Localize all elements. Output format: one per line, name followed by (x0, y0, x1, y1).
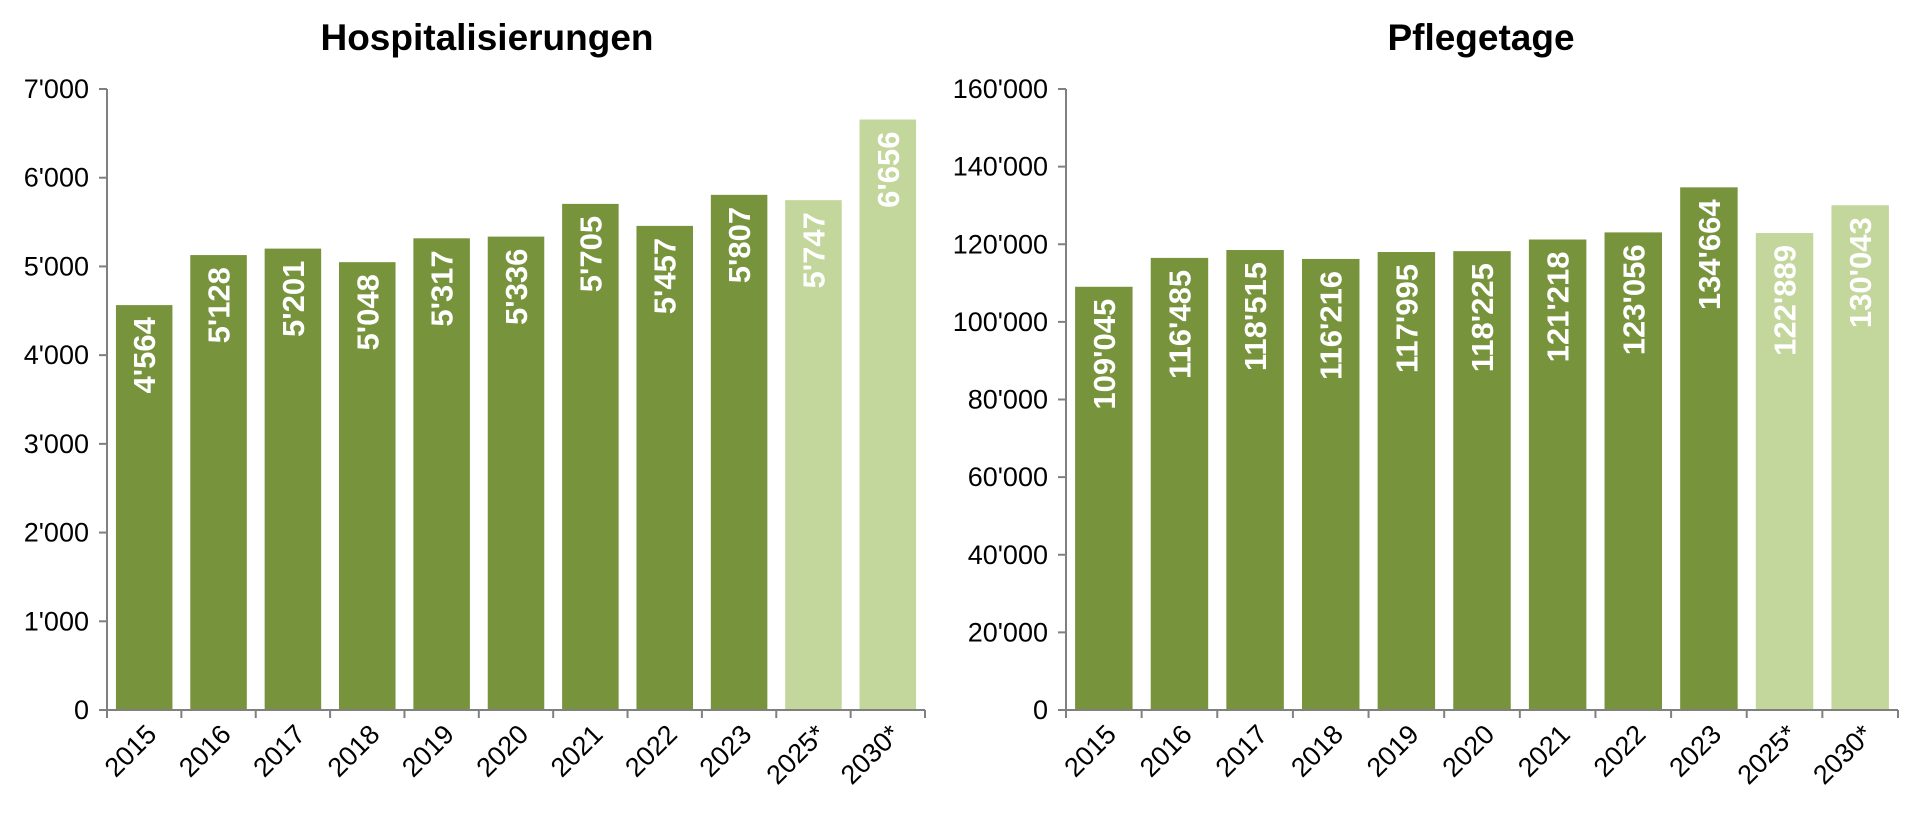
x-category-label: 2030* (1807, 719, 1878, 790)
bar-2023 (710, 194, 768, 711)
bar-value-label: 4'564 (127, 316, 162, 393)
bar-2025-forecast (1755, 233, 1814, 711)
bar-value-label: 118'515 (1238, 262, 1273, 371)
bar-value-label: 123'056 (1616, 244, 1651, 355)
y-tick-label: 3'000 (24, 429, 89, 459)
x-category-label: 2018 (1285, 719, 1349, 783)
bar-value-label: 5'317 (425, 250, 460, 326)
bar-value-label: 116'216 (1314, 271, 1349, 380)
y-tick-label: 20'000 (968, 617, 1048, 647)
chart-title: Hospitalisierungen (320, 17, 653, 58)
y-tick-label: 40'000 (968, 540, 1048, 570)
hospitalisierungen-chart: Hospitalisierungen 4'564 5'128 5'201 5'048 5'… (24, 17, 926, 790)
x-category-label: 2017 (1210, 719, 1274, 783)
x-category-label: 2021 (545, 719, 609, 783)
bar-2018 (1301, 258, 1360, 710)
bar-value-label: 5'128 (202, 267, 237, 343)
y-tick-label: 4'000 (24, 340, 89, 370)
bar-2017 (1226, 250, 1284, 710)
x-category-label: 2017 (247, 719, 311, 783)
y-tick-label: 7'000 (24, 74, 89, 104)
bar-value-label: 5'807 (722, 207, 757, 283)
bar-2020 (487, 236, 545, 710)
bar-2015 (115, 305, 173, 710)
y-tick-label: 1'000 (24, 606, 89, 636)
bar-value-label: 5'457 (648, 238, 683, 314)
bar-value-label: 122'889 (1768, 245, 1803, 356)
bar-2030-forecast (1831, 205, 1889, 710)
y-tick-label: 6'000 (24, 163, 89, 193)
x-category-label: 2016 (1134, 719, 1198, 783)
x-category-label: 2015 (1058, 719, 1122, 783)
chart-title: Pflegetage (1387, 17, 1574, 58)
x-category-label: 2023 (1663, 719, 1727, 783)
bar-value-label: 5'048 (350, 274, 385, 350)
bar-2023 (1680, 187, 1738, 711)
x-category-label: 2021 (1512, 719, 1576, 783)
bar-value-label: 134'664 (1692, 199, 1727, 311)
y-tick-label: 0 (1033, 695, 1048, 725)
x-category-label: 2019 (1361, 719, 1425, 783)
y-tick-label: 0 (74, 695, 89, 725)
bar-value-label: 6'656 (871, 132, 906, 208)
x-category-label: 2020 (1437, 719, 1501, 783)
bar-2015 (1075, 286, 1133, 710)
y-tick-label: 2'000 (24, 518, 89, 548)
bar-value-label: 5'336 (499, 249, 534, 325)
bar-value-label: 130'043 (1843, 217, 1878, 328)
bar-2021 (562, 203, 619, 710)
bar-2016 (190, 255, 247, 710)
bar-value-label: 117'995 (1389, 264, 1424, 373)
bar-2019 (413, 238, 470, 710)
x-category-label: 2030* (835, 719, 906, 790)
bar-2016 (1150, 257, 1209, 710)
x-category-label: 2025* (1732, 719, 1803, 790)
bar-value-label: 118'225 (1465, 263, 1500, 372)
y-tick-label: 100'000 (953, 307, 1048, 337)
x-category-label: 2020 (471, 719, 535, 783)
x-category-label: 2018 (322, 719, 386, 783)
bar-value-label: 5'201 (276, 261, 311, 337)
y-tick-label: 140'000 (953, 152, 1048, 182)
bar-2019 (1377, 252, 1436, 710)
bar-2018 (339, 262, 396, 710)
bar-2022 (1604, 232, 1663, 710)
x-category-label: 2022 (619, 719, 683, 783)
bar-2017 (264, 248, 322, 710)
x-category-label: 2023 (694, 719, 758, 783)
x-category-label: 2025* (761, 719, 832, 790)
x-category-label: 2015 (99, 719, 163, 783)
bar-2030-forecast (859, 119, 917, 710)
bar-2025-forecast (785, 200, 842, 710)
y-tick-label: 60'000 (968, 462, 1048, 492)
y-tick-label: 80'000 (968, 385, 1048, 415)
bar-2022 (636, 225, 693, 710)
bar-value-label: 109'045 (1087, 299, 1122, 410)
x-category-label: 2019 (396, 719, 460, 783)
x-category-label: 2022 (1588, 719, 1652, 783)
bar-value-label: 5'705 (573, 216, 608, 292)
x-category-label: 2016 (173, 719, 237, 783)
bar-2020 (1453, 251, 1511, 710)
y-tick-label: 160'000 (953, 74, 1048, 104)
pflegetage-chart: Pflegetage 109'045 116'485 118'515 116'216 11… (953, 17, 1899, 790)
y-tick-label: 5'000 (24, 251, 89, 281)
bar-value-label: 5'747 (796, 212, 831, 288)
bar-value-label: 121'218 (1541, 252, 1576, 363)
y-tick-label: 120'000 (953, 229, 1048, 259)
bar-2021 (1528, 239, 1587, 710)
bar-value-label: 116'485 (1162, 270, 1197, 379)
